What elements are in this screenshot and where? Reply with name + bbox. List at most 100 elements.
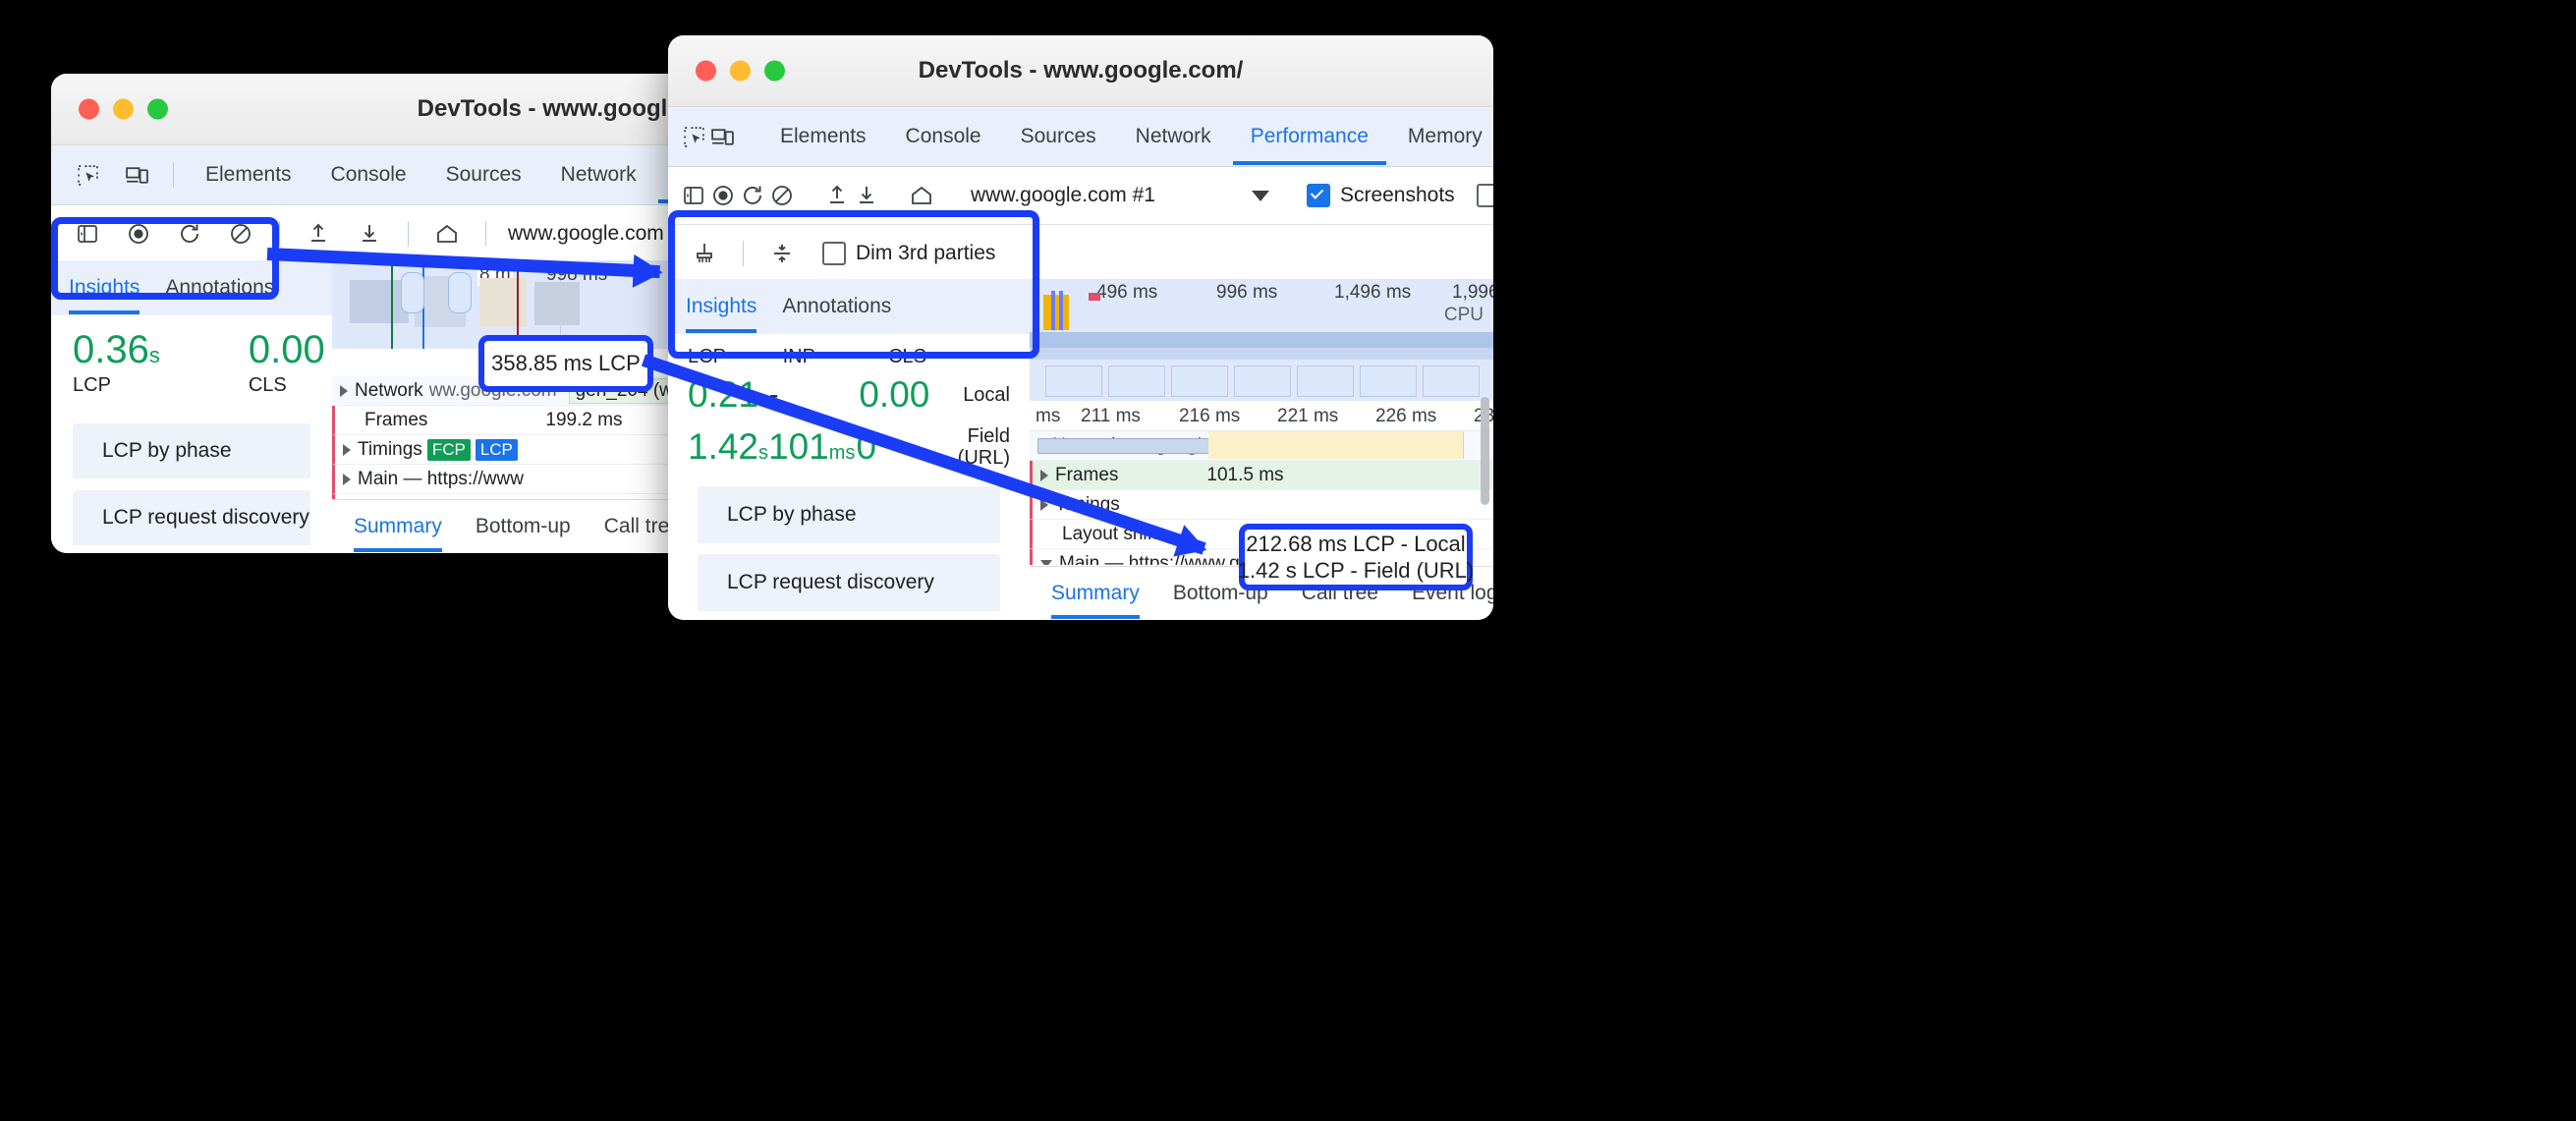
metric-col-cls: CLS bbox=[888, 346, 926, 367]
home-icon[interactable] bbox=[910, 175, 933, 216]
minimize-window-button[interactable] bbox=[113, 98, 134, 120]
front-subtabs[interactable]: Insights Annotations bbox=[668, 279, 1030, 334]
screenshots-label: Screenshots bbox=[1339, 184, 1455, 206]
ruler-label-2: 1,496 ms bbox=[1334, 282, 1412, 303]
metric-table-header: LCP INP CLS bbox=[668, 342, 1030, 370]
front-performance-toolbar-row2[interactable]: Dim 3rd parties bbox=[668, 225, 1493, 283]
metric-lcp-value: 0.36s bbox=[73, 328, 160, 371]
front-time-axis: ms 211 ms 216 ms 221 ms 226 ms 231 bbox=[1030, 401, 1493, 431]
memory-checkbox[interactable]: Memory bbox=[1476, 184, 1493, 207]
metric-field-lcp: 1.42s bbox=[688, 425, 769, 467]
metric-lcp: 0.36s LCP bbox=[73, 329, 160, 397]
front-traffic-lights[interactable] bbox=[696, 60, 785, 82]
annotation-callout-back-lcp: 358.85 ms LCP bbox=[478, 335, 653, 392]
recording-selector[interactable]: www.google.com #1 bbox=[965, 184, 1275, 207]
front-performance-toolbar-row1[interactable]: www.google.com #1 Screenshots Memory bbox=[668, 167, 1493, 225]
tab-network[interactable]: Network bbox=[1135, 125, 1211, 147]
tab-console[interactable]: Console bbox=[905, 125, 981, 147]
front-track-rows[interactable]: Network ww.google.com) sear client Frame… bbox=[1030, 431, 1493, 565]
reload-and-record-icon[interactable] bbox=[167, 213, 212, 254]
track-row-frames[interactable]: Frames 101.5 ms bbox=[1030, 461, 1493, 490]
tab-sources[interactable]: Sources bbox=[1020, 125, 1096, 147]
metric-row-field: 1.42s 101ms 0 Field (URL) bbox=[668, 420, 1030, 475]
front-tabstrip[interactable]: Elements Console Sources Network Perform… bbox=[668, 107, 1493, 167]
dim-3rd-parties-checkbox[interactable]: Dim 3rd parties bbox=[822, 242, 995, 265]
home-icon[interactable] bbox=[424, 213, 470, 254]
close-window-button[interactable] bbox=[79, 98, 99, 120]
toolbar-divider bbox=[408, 221, 409, 247]
annotation-callout-back-lcp-text: 358.85 ms LCP bbox=[491, 351, 641, 375]
metric-field-inp: 101ms bbox=[768, 425, 856, 467]
tab-console[interactable]: Console bbox=[330, 163, 407, 186]
device-toolbar-icon[interactable] bbox=[710, 116, 735, 157]
drawer-tab-summary[interactable]: Summary bbox=[354, 501, 442, 552]
maximize-window-button[interactable] bbox=[764, 60, 785, 82]
back-traffic-lights[interactable] bbox=[79, 98, 168, 120]
reload-and-record-icon[interactable] bbox=[741, 175, 764, 216]
annotation-callout-front-line1: 212.68 ms LCP - Local bbox=[1246, 531, 1466, 556]
subtab-annotations[interactable]: Annotations bbox=[782, 295, 892, 317]
upload-profile-icon[interactable] bbox=[825, 175, 849, 216]
record-icon[interactable] bbox=[116, 213, 161, 254]
clean-brush-icon[interactable] bbox=[682, 233, 727, 274]
drawer-tab-bottom-up[interactable]: Bottom-up bbox=[475, 515, 571, 537]
front-insight-card-list: LCP by phase LCP request discovery Rende… bbox=[668, 478, 1030, 620]
minimize-window-button[interactable] bbox=[730, 60, 751, 82]
inspect-element-icon[interactable] bbox=[65, 154, 110, 196]
time-axis-1: 211 ms bbox=[1081, 406, 1141, 426]
checkbox-box[interactable] bbox=[1306, 184, 1330, 207]
download-profile-icon[interactable] bbox=[347, 213, 392, 254]
metric-local-source: Local bbox=[963, 383, 1010, 406]
subtab-insights[interactable]: Insights bbox=[686, 280, 756, 333]
chevron-down-icon[interactable] bbox=[1251, 190, 1269, 201]
metric-cls-label: CLS bbox=[248, 374, 287, 396]
device-toolbar-icon[interactable] bbox=[114, 154, 159, 196]
tab-sources[interactable]: Sources bbox=[445, 163, 522, 186]
drawer-tab-call-tree[interactable]: Call tree bbox=[603, 515, 681, 537]
download-profile-icon[interactable] bbox=[855, 175, 878, 216]
front-overview-minimap[interactable]: 496 ms 996 ms 1,496 ms 1,996 CPU NET bbox=[1030, 279, 1493, 362]
tab-elements[interactable]: Elements bbox=[205, 163, 292, 186]
front-network-strip[interactable] bbox=[1030, 362, 1493, 401]
toggle-sidebar-icon[interactable] bbox=[682, 175, 705, 216]
back-insight-card-list: LCP by phase LCP request discovery Rende… bbox=[51, 414, 332, 553]
insight-card-lcp-request-discovery[interactable]: LCP request discovery bbox=[73, 490, 310, 547]
metric-cls-value: 0.00 bbox=[248, 328, 325, 371]
metric-lcp-label: LCP bbox=[73, 374, 111, 396]
clear-icon[interactable] bbox=[770, 175, 794, 216]
time-axis-4: 226 ms bbox=[1375, 406, 1437, 426]
tab-elements[interactable]: Elements bbox=[780, 125, 867, 147]
checkbox-box[interactable] bbox=[822, 242, 846, 265]
subtab-annotations[interactable]: Annotations bbox=[165, 276, 275, 299]
clear-icon[interactable] bbox=[218, 213, 263, 254]
track-row-timings[interactable]: Timings FCP LCP bbox=[332, 435, 1108, 465]
upload-profile-icon[interactable] bbox=[296, 213, 341, 254]
drawer-tab-summary[interactable]: Summary bbox=[1051, 568, 1140, 619]
front-timeline[interactable]: 496 ms 996 ms 1,496 ms 1,996 CPU NET ms … bbox=[1030, 279, 1493, 565]
tab-performance[interactable]: Performance bbox=[1233, 108, 1386, 165]
insight-card-lcp-by-phase[interactable]: LCP by phase bbox=[73, 423, 310, 480]
maximize-window-button[interactable] bbox=[147, 98, 168, 120]
toggle-sidebar-icon[interactable] bbox=[65, 213, 110, 254]
collapse-expand-icon[interactable] bbox=[759, 233, 805, 274]
insight-card-lcp-request-discovery[interactable]: LCP request discovery bbox=[698, 554, 1000, 613]
front-sidebar: Insights Annotations LCP INP CLS 0.21s -… bbox=[668, 279, 1030, 620]
tab-memory[interactable]: Memory bbox=[1407, 125, 1483, 147]
metric-local-cls: 0.00 bbox=[859, 373, 930, 415]
recording-selector-value: www.google.com #1 bbox=[971, 184, 1155, 206]
toolbar-divider bbox=[173, 162, 174, 188]
checkbox-box[interactable] bbox=[1476, 184, 1493, 207]
tab-network[interactable]: Network bbox=[560, 163, 637, 186]
timeline-scrollbar[interactable] bbox=[1481, 397, 1489, 505]
record-icon[interactable] bbox=[711, 175, 735, 216]
dim-3rd-parties-label: Dim 3rd parties bbox=[856, 242, 996, 264]
badge-lcp: LCP bbox=[475, 438, 518, 461]
screenshots-checkbox[interactable]: Screenshots bbox=[1306, 184, 1455, 207]
track-row-layout-shifts[interactable]: Layout shifts bbox=[332, 494, 1108, 500]
ruler-label-1: 996 ms bbox=[1216, 282, 1278, 303]
back-subtabs[interactable]: Insights Annotations bbox=[51, 260, 332, 315]
inspect-element-icon[interactable] bbox=[682, 116, 706, 157]
subtab-insights[interactable]: Insights bbox=[69, 261, 140, 314]
close-window-button[interactable] bbox=[696, 60, 716, 82]
insight-card-lcp-by-phase[interactable]: LCP by phase bbox=[698, 486, 1000, 545]
